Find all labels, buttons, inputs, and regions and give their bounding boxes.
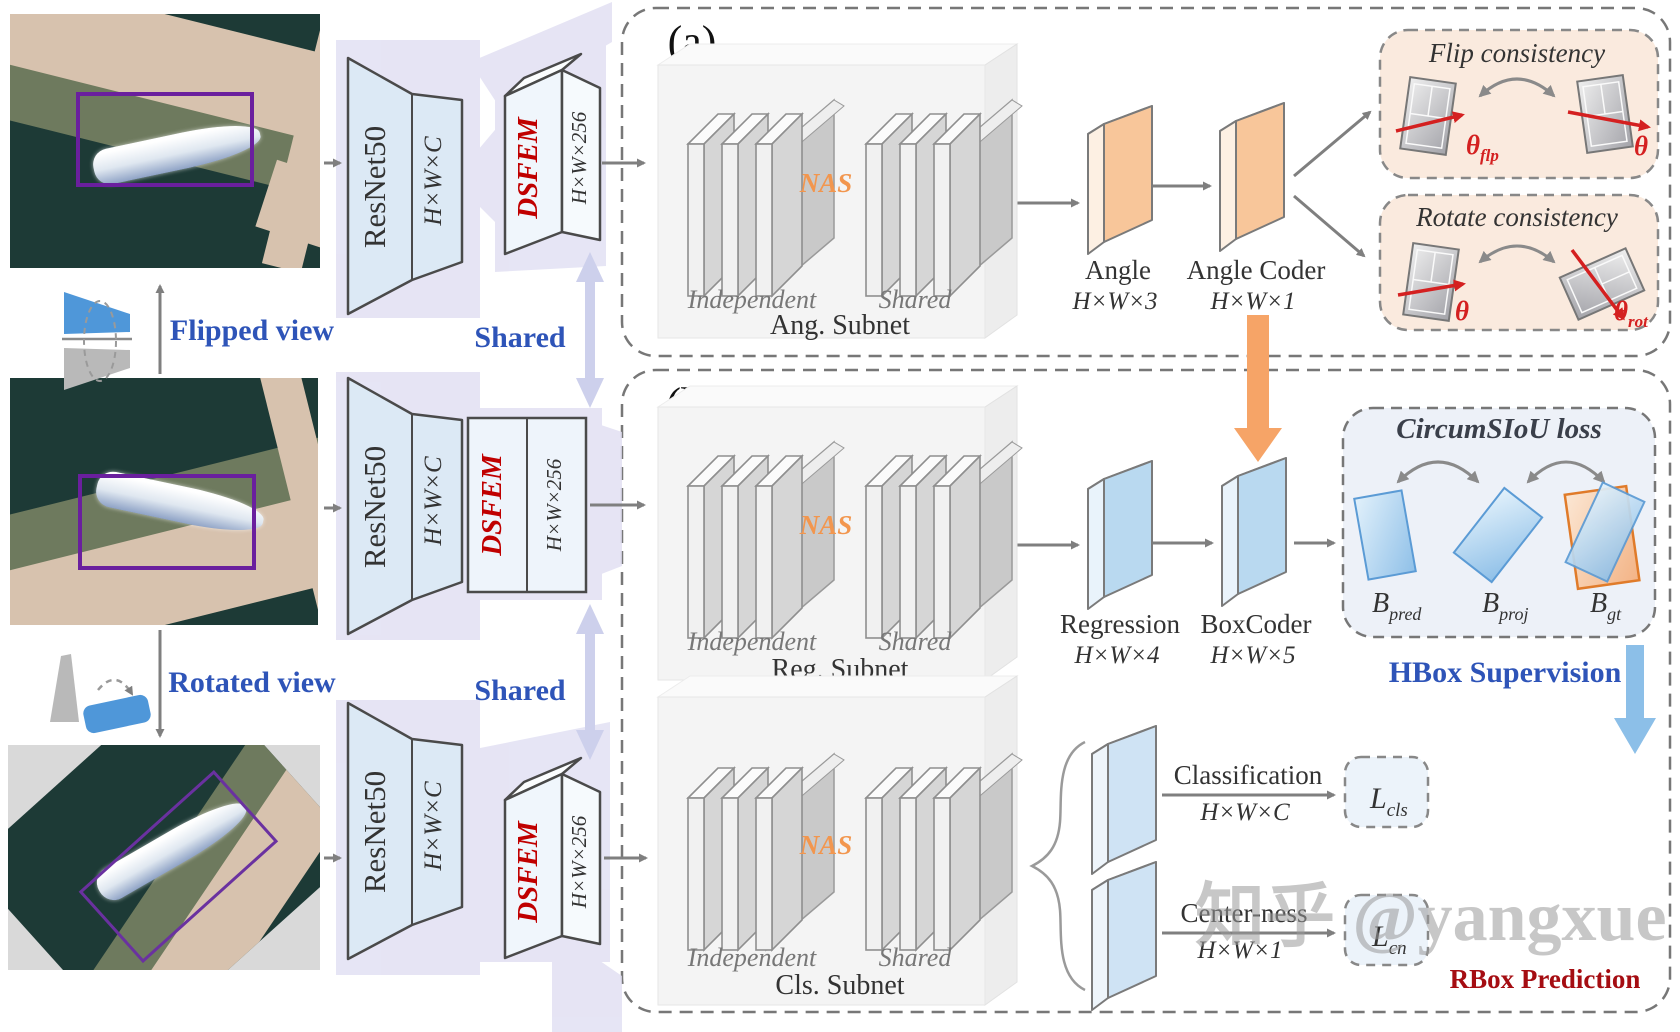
theta-rot-arrow bbox=[1570, 248, 1625, 321]
rotate-consistency-box: Rotate consistency θ θrot bbox=[1378, 193, 1660, 332]
centerness-label: Center-ness bbox=[1181, 898, 1308, 928]
angle-coder-label: Angle Coder bbox=[1187, 255, 1326, 285]
resnet-label: ResNet50 bbox=[357, 446, 392, 568]
cls-shared-label: Shared bbox=[879, 943, 953, 972]
nas-label-ang: NAS bbox=[799, 168, 853, 198]
satellite-image-original bbox=[10, 14, 320, 268]
theta-arrow bbox=[1395, 111, 1465, 133]
classification-dims: H×W×C bbox=[1199, 799, 1290, 826]
theta-arrow bbox=[1567, 110, 1651, 132]
shared-label-top: Shared bbox=[474, 321, 565, 354]
flip-icon bbox=[62, 292, 132, 390]
reg-shared-label: Shared bbox=[879, 627, 953, 656]
flip-consistency-title: Flip consistency bbox=[1428, 38, 1605, 68]
regression-label: Regression bbox=[1060, 609, 1180, 639]
boxcoder-label: BoxCoder bbox=[1201, 609, 1312, 639]
resnet-block-middle: ResNet50 H×W×C bbox=[346, 376, 464, 636]
angle-label: Angle bbox=[1085, 255, 1151, 285]
dsfem-dims: H×W×256 bbox=[567, 815, 591, 909]
watermark: 知乎 @yangxue bbox=[1195, 879, 1667, 956]
dsfem-label: DSFEM bbox=[512, 116, 544, 220]
classification-label: Classification bbox=[1174, 760, 1323, 790]
bgt-blue-box bbox=[1564, 481, 1646, 583]
rotate-icon bbox=[50, 654, 151, 734]
dsfem-dims: H×W×256 bbox=[567, 111, 591, 205]
consistency-arrow bbox=[1478, 244, 1556, 264]
angle-dims: H×W×3 bbox=[1071, 288, 1157, 315]
loss-cls-label: Lcls bbox=[1369, 782, 1408, 821]
satellite-image-middle bbox=[10, 378, 318, 625]
loss-cn-label: Lcn bbox=[1371, 920, 1407, 959]
reg-independent-label: Independent bbox=[687, 627, 817, 656]
resnet-dims: H×W×C bbox=[420, 781, 447, 872]
circumsiou-box: CircumSIoU loss Bpred Bproj Bgt bbox=[1341, 406, 1657, 639]
dsfem-label: DSFEM bbox=[476, 453, 508, 557]
angle-coder-dims: H×W×1 bbox=[1209, 288, 1295, 315]
shared-label-bottom: Shared bbox=[474, 674, 565, 707]
resnet-block-bottom: ResNet50 H×W×C bbox=[346, 701, 464, 961]
satellite-image-rotated bbox=[8, 745, 320, 970]
regression-dims: H×W×4 bbox=[1073, 642, 1159, 669]
hbox-annotation bbox=[78, 474, 256, 570]
hbox-supervision-arrow bbox=[1614, 645, 1656, 754]
nas-label-reg: NAS bbox=[799, 510, 853, 540]
flipped-view-label: Flipped view bbox=[170, 314, 335, 347]
ang-subnet-label: Ang. Subnet bbox=[770, 310, 910, 341]
bpred-box bbox=[1353, 489, 1417, 581]
hbox-supervision-label: HBox Supervision bbox=[1389, 656, 1622, 689]
rbox-prediction-label: RBox Prediction bbox=[1450, 964, 1641, 994]
rotate-consistency-title: Rotate consistency bbox=[1415, 202, 1618, 232]
dsfem-block-top: DSFEM H×W×256 bbox=[503, 52, 602, 256]
dsfem-block-middle: DSFEM H×W×256 bbox=[466, 416, 588, 594]
loss-cn-box: Lcn bbox=[1343, 893, 1430, 967]
centerness-dims: H×W×1 bbox=[1196, 937, 1282, 964]
resnet-label: ResNet50 bbox=[357, 771, 392, 893]
rotated-view-label: Rotated view bbox=[168, 666, 336, 699]
nas-label-cls: NAS bbox=[799, 830, 853, 860]
boxcoder-dims: H×W×5 bbox=[1209, 642, 1295, 669]
theta-arrow bbox=[1397, 279, 1466, 297]
dsfem-dims: H×W×256 bbox=[542, 458, 566, 552]
theta-rot-label: θrot bbox=[1614, 296, 1649, 331]
resnet-label: ResNet50 bbox=[357, 126, 392, 248]
loss-cls-box: Lcls bbox=[1343, 755, 1430, 829]
loss-arrow bbox=[1396, 460, 1480, 484]
angle-to-boxcoder-arrow bbox=[1234, 315, 1282, 462]
bproj-label: Bproj bbox=[1482, 588, 1528, 624]
flip-consistency-box: Flip consistency θflp θ bbox=[1378, 28, 1660, 180]
ang-shared-label: Shared bbox=[879, 285, 953, 314]
dsfem-block-bottom: DSFEM H×W×256 bbox=[503, 756, 602, 960]
court-icon bbox=[1402, 242, 1460, 322]
resnet-dims: H×W×C bbox=[420, 456, 447, 547]
split-brace bbox=[1029, 740, 1086, 992]
ang-independent-label: Independent bbox=[687, 285, 817, 314]
bproj-box bbox=[1452, 486, 1544, 584]
resnet-block-top: ResNet50 H×W×C bbox=[346, 56, 464, 316]
resnet-dims: H×W×C bbox=[420, 136, 447, 227]
dsfem-label: DSFEM bbox=[512, 820, 544, 924]
cls-independent-label: Independent bbox=[687, 943, 817, 972]
flow-arrows bbox=[155, 110, 1372, 938]
circumsiou-title: CircumSIoU loss bbox=[1396, 413, 1601, 445]
shared-double-arrows bbox=[576, 252, 604, 760]
bgt-label: Bgt bbox=[1590, 588, 1622, 624]
theta-label: θ bbox=[1455, 296, 1469, 326]
bpred-label: Bpred bbox=[1372, 588, 1422, 624]
hbox-annotation bbox=[76, 92, 254, 187]
court-icon bbox=[1399, 76, 1457, 156]
theta-flp-label: θflp bbox=[1466, 130, 1499, 165]
theta-label: θ bbox=[1634, 131, 1648, 161]
loss-arrow bbox=[1526, 460, 1606, 484]
cls-subnet-label: Cls. Subnet bbox=[775, 970, 904, 1001]
consistency-arrow bbox=[1478, 77, 1556, 98]
